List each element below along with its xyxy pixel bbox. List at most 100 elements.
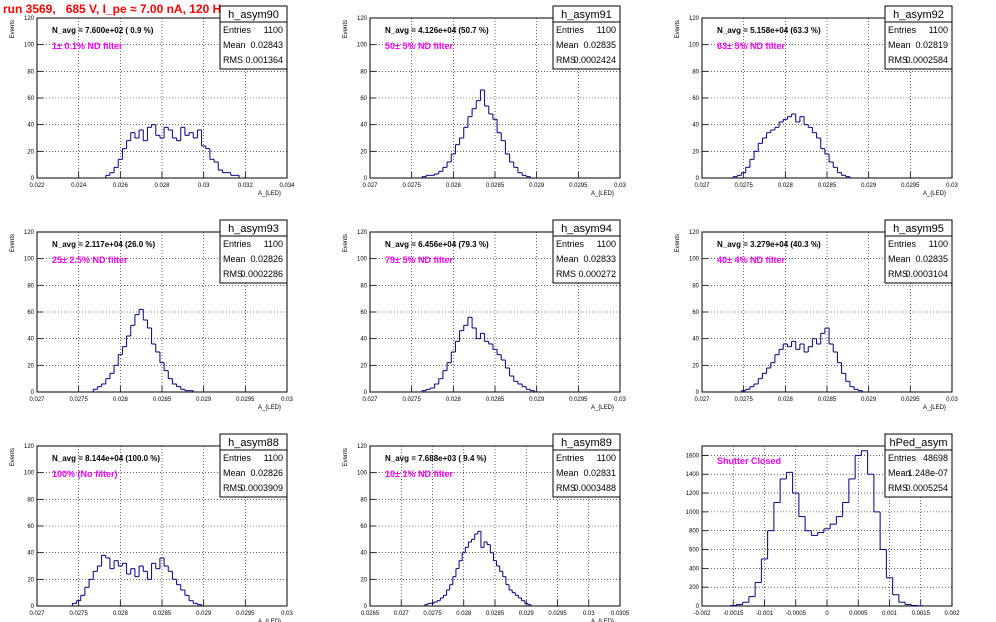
- y-axis-label: Events: [343, 234, 349, 252]
- filter-annotation: Shutter Closed: [717, 456, 781, 466]
- stats-label-mean: Mean: [556, 468, 579, 478]
- y-tick-label: 0: [364, 604, 368, 610]
- x-axis-label: A_{LED}: [258, 405, 281, 411]
- x-tick-label: -0.0015: [723, 611, 744, 617]
- x-tick-label: 0: [825, 611, 829, 617]
- x-tick-label: 0.0285: [486, 397, 505, 403]
- x-tick-label: 0.034: [279, 183, 295, 189]
- y-tick-label: 120: [24, 16, 35, 22]
- y-axis-label: Events: [10, 20, 16, 38]
- histogram-bins: [732, 113, 851, 178]
- stats-label-rms: RMS: [556, 269, 576, 279]
- x-tick-label: 0.028: [778, 183, 794, 189]
- y-tick-label: 80: [360, 497, 367, 503]
- y-tick-label: 200: [689, 585, 700, 591]
- x-tick-label: 0.027: [362, 397, 378, 403]
- x-tick-label: 0.0285: [486, 183, 505, 189]
- histogram-name: hPed_asym: [889, 437, 947, 449]
- histogram-panel-h_asym91: 0.027 0.0275 0.028 0.0285 0.029 0.0295 0.03 0 20…: [343, 5, 626, 197]
- histogram-name: h_asym93: [228, 223, 279, 235]
- x-tick-label: -0.002: [693, 611, 711, 617]
- stats-label-rms: RMS: [888, 483, 908, 493]
- stats-value-rms: 0.0002286: [240, 269, 283, 279]
- x-tick-label: 0.029: [519, 611, 535, 617]
- x-tick-label: 0.0015: [912, 611, 931, 617]
- stats-label-entries: Entries: [888, 25, 917, 35]
- stats-value-entries: 1100: [264, 239, 283, 249]
- x-axis-label: A_{LED}: [258, 619, 281, 622]
- histogram-name: h_asym91: [561, 9, 612, 21]
- x-tick-label: 0.0285: [153, 397, 172, 403]
- x-tick-label: 0.028: [154, 183, 170, 189]
- histogram-panel-h_asym93: 0.027 0.0275 0.028 0.0285 0.029 0.0295 0.03 0 20…: [10, 219, 293, 411]
- y-tick-label: 40: [692, 123, 699, 129]
- stats-label-mean: Mean: [888, 254, 911, 264]
- x-tick-label: 0.026: [113, 183, 129, 189]
- y-tick-label: 60: [27, 96, 34, 102]
- x-tick-label: 0.028: [113, 397, 129, 403]
- x-tick-label: 0.0295: [569, 397, 588, 403]
- stats-label-entries: Entries: [556, 453, 585, 463]
- x-tick-label: 0.029: [196, 611, 212, 617]
- y-tick-label: 1200: [686, 491, 700, 497]
- x-tick-label: 0.028: [456, 611, 472, 617]
- stats-value-rms: 0.0002424: [573, 55, 616, 65]
- x-tick-label: 0.0285: [486, 611, 505, 617]
- y-tick-label: 0: [31, 390, 35, 396]
- histogram-panel-h_asym89: 0.0265 0.027 0.0275 0.028 0.0285 0.029 0.0295 0…: [343, 433, 630, 622]
- stats-value-mean: 0.02819: [915, 40, 948, 50]
- stats-box: [552, 21, 621, 70]
- histogram-bins: [741, 327, 863, 392]
- y-tick-label: 120: [357, 16, 368, 22]
- y-tick-label: 20: [360, 149, 367, 155]
- stats-label-mean: Mean: [223, 468, 246, 478]
- stats-value-entries: 1100: [264, 25, 283, 35]
- y-tick-label: 80: [360, 69, 367, 75]
- y-tick-label: 60: [692, 96, 699, 102]
- y-tick-label: 20: [360, 363, 367, 369]
- x-tick-label: -0.0005: [786, 611, 807, 617]
- stats-value-mean: 0.02826: [250, 468, 283, 478]
- y-tick-label: 100: [24, 471, 35, 477]
- x-tick-label: 0.029: [529, 183, 545, 189]
- x-tick-label: 0.03: [614, 183, 626, 189]
- navg-label: N_avg = 8.144e+04 (100.0 %): [52, 454, 160, 463]
- x-tick-label: 0.0285: [153, 611, 172, 617]
- stats-label-rms: RMS: [223, 483, 243, 493]
- y-tick-label: 80: [27, 69, 34, 75]
- histogram-bins: [424, 530, 532, 606]
- x-tick-label: 0.03: [614, 397, 626, 403]
- histogram-name: h_asym90: [228, 9, 279, 21]
- x-tick-label: 0.0275: [402, 397, 421, 403]
- y-tick-label: 600: [689, 548, 700, 554]
- y-tick-label: 0: [364, 176, 368, 182]
- y-tick-label: 20: [692, 149, 699, 155]
- y-tick-label: 60: [360, 524, 367, 530]
- x-tick-label: 0.0275: [423, 611, 442, 617]
- stats-box: [884, 449, 953, 498]
- filter-annotation: 63± 5% ND filter: [717, 41, 785, 51]
- x-axis-label: A_{LED}: [923, 405, 946, 411]
- x-axis-label: A_{LED}: [591, 191, 614, 197]
- y-tick-label: 120: [689, 16, 700, 22]
- stats-value-entries: 1100: [264, 453, 283, 463]
- stats-label-entries: Entries: [556, 239, 585, 249]
- x-tick-label: 0.028: [446, 183, 462, 189]
- x-tick-label: 0.0285: [818, 183, 837, 189]
- y-tick-label: 120: [357, 444, 368, 450]
- y-tick-label: 0: [31, 604, 35, 610]
- y-tick-label: 20: [27, 149, 34, 155]
- filter-annotation: 25± 2.5% ND filter: [52, 255, 128, 265]
- histogram-panel-h_asym92: 0.027 0.0275 0.028 0.0285 0.029 0.0295 0.03 0 20…: [675, 5, 958, 197]
- y-axis-label: Events: [10, 234, 16, 252]
- y-tick-label: 20: [692, 363, 699, 369]
- histogram-bins: [105, 124, 240, 178]
- stats-label-rms: RMS: [556, 55, 576, 65]
- x-tick-label: 0.03: [281, 611, 293, 617]
- stats-value-rms: 0.000272: [578, 269, 616, 279]
- navg-label: N_avg = 5.158e+04 (63.3 %): [717, 26, 821, 35]
- stats-label-rms: RMS: [556, 483, 576, 493]
- x-tick-label: 0.0275: [734, 183, 753, 189]
- x-tick-label: 0.03: [281, 397, 293, 403]
- histogram-panel-h_asym95: 0.027 0.0275 0.028 0.0285 0.029 0.0295 0.03 0 20…: [675, 219, 958, 411]
